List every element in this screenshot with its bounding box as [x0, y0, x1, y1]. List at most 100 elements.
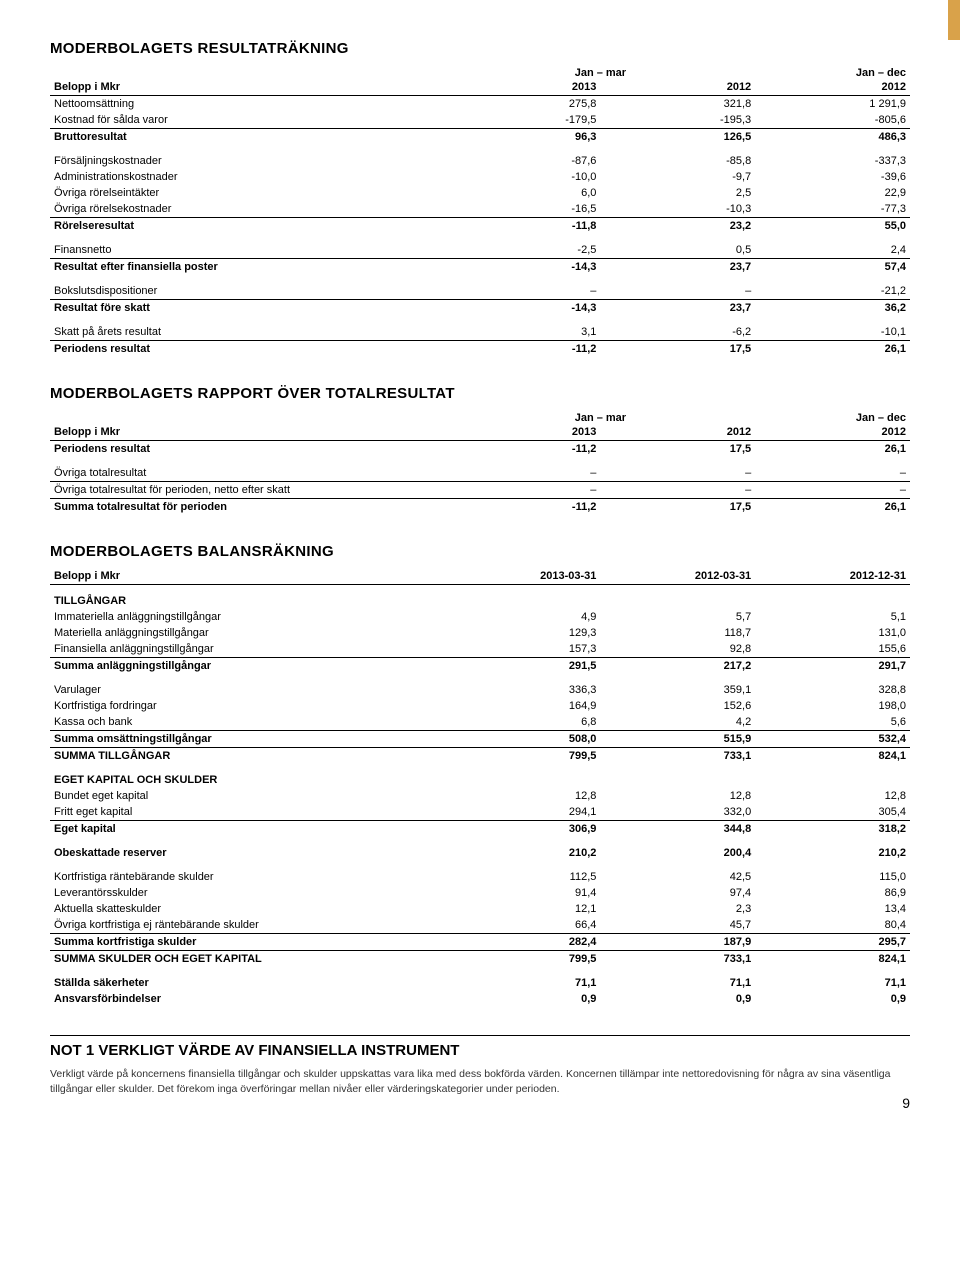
table1-period1a: Jan – mar [446, 65, 756, 79]
table-row: Rörelseresultat-11,823,255,0 [50, 218, 910, 235]
row-value: 17,5 [600, 441, 755, 458]
table2-head-y3: 2012 [755, 424, 910, 441]
table-row: Bokslutsdispositioner––-21,2 [50, 275, 910, 300]
row-value: 96,3 [446, 129, 601, 146]
table-row: Finansnetto-2,50,52,4 [50, 234, 910, 259]
row-label: Finansiella anläggningstillgångar [50, 641, 446, 658]
table2-title: MODERBOLAGETS RAPPORT ÖVER TOTALRESULTAT [50, 385, 910, 402]
row-value: – [446, 275, 601, 300]
row-value: 198,0 [755, 698, 910, 714]
row-value: -9,7 [600, 169, 755, 185]
row-label: Övriga totalresultat [50, 457, 446, 482]
row-label: Materiella anläggningstillgångar [50, 625, 446, 641]
row-value: 4,2 [600, 714, 755, 731]
row-label: Varulager [50, 674, 446, 698]
row-value: – [600, 275, 755, 300]
row-value: 129,3 [446, 625, 601, 641]
row-value: 306,9 [446, 821, 601, 838]
row-value: 23,2 [600, 218, 755, 235]
row-label: Ställda säkerheter [50, 967, 446, 991]
table-row: Leverantörsskulder91,497,486,9 [50, 885, 910, 901]
row-value: 0,9 [600, 991, 755, 1007]
row-value: 0,5 [600, 234, 755, 259]
row-label: Aktuella skatteskulder [50, 901, 446, 917]
row-value: 2,4 [755, 234, 910, 259]
row-label: Obeskattade reserver [50, 837, 446, 861]
table1-period2: Jan – dec [755, 65, 910, 79]
row-value: – [446, 482, 601, 499]
row-label: SUMMA TILLGÅNGAR [50, 748, 446, 765]
table-row: Periodens resultat-11,217,526,1 [50, 441, 910, 458]
row-value: 5,1 [755, 609, 910, 625]
row-value: 210,2 [446, 837, 601, 861]
row-value [446, 764, 601, 788]
row-value: -77,3 [755, 201, 910, 218]
row-value: – [600, 482, 755, 499]
row-value: -337,3 [755, 145, 910, 169]
row-value: -87,6 [446, 145, 601, 169]
row-label: Kortfristiga fordringar [50, 698, 446, 714]
row-value: 5,7 [600, 609, 755, 625]
row-label: Övriga rörelseintäkter [50, 185, 446, 201]
table-row: TILLGÅNGAR [50, 585, 910, 610]
row-value: -21,2 [755, 275, 910, 300]
row-label: Bruttoresultat [50, 129, 446, 146]
table-row: Eget kapital306,9344,8318,2 [50, 821, 910, 838]
table-row: Bruttoresultat96,3126,5486,3 [50, 129, 910, 146]
row-value: 12,1 [446, 901, 601, 917]
row-label: TILLGÅNGAR [50, 585, 446, 610]
row-value: 187,9 [600, 934, 755, 951]
row-value: 80,4 [755, 917, 910, 934]
row-value: -85,8 [600, 145, 755, 169]
table3-head-y1: 2013-03-31 [446, 568, 601, 585]
row-value: 17,5 [600, 341, 755, 358]
row-value: 26,1 [755, 341, 910, 358]
table3-head-y2: 2012-03-31 [600, 568, 755, 585]
row-value: 799,5 [446, 748, 601, 765]
table-row: Administrationskostnader-10,0-9,7-39,6 [50, 169, 910, 185]
row-value: 336,3 [446, 674, 601, 698]
table2-head-y2: 2012 [600, 424, 755, 441]
table-row: Kortfristiga fordringar164,9152,6198,0 [50, 698, 910, 714]
row-value: -179,5 [446, 112, 601, 129]
table-row: Finansiella anläggningstillgångar157,392… [50, 641, 910, 658]
row-value: 217,2 [600, 658, 755, 675]
page-number: 9 [902, 1095, 910, 1111]
row-value: -39,6 [755, 169, 910, 185]
row-value [600, 585, 755, 610]
table-row: Kortfristiga räntebärande skulder112,542… [50, 861, 910, 885]
row-label: Leverantörsskulder [50, 885, 446, 901]
table-row: EGET KAPITAL OCH SKULDER [50, 764, 910, 788]
row-value: 91,4 [446, 885, 601, 901]
row-value: 22,9 [755, 185, 910, 201]
row-value: 118,7 [600, 625, 755, 641]
row-value: 733,1 [600, 748, 755, 765]
row-label: Immateriella anläggningstillgångar [50, 609, 446, 625]
row-value: 86,9 [755, 885, 910, 901]
row-value: 164,9 [446, 698, 601, 714]
row-value: 55,0 [755, 218, 910, 235]
row-value: 12,8 [446, 788, 601, 804]
row-value: 515,9 [600, 731, 755, 748]
row-label: Övriga rörelsekostnader [50, 201, 446, 218]
table-row: Ansvarsförbindelser0,90,90,9 [50, 991, 910, 1007]
row-value: 799,5 [446, 951, 601, 968]
row-value: -14,3 [446, 300, 601, 317]
table-row: Immateriella anläggningstillgångar4,95,7… [50, 609, 910, 625]
row-value: -11,2 [446, 341, 601, 358]
row-label: Summa anläggningstillgångar [50, 658, 446, 675]
row-label: Kostnad för sålda varor [50, 112, 446, 129]
row-value: 6,0 [446, 185, 601, 201]
row-label: EGET KAPITAL OCH SKULDER [50, 764, 446, 788]
table-row: Övriga kortfristiga ej räntebärande skul… [50, 917, 910, 934]
row-value [755, 764, 910, 788]
table-row: Obeskattade reserver210,2200,4210,2 [50, 837, 910, 861]
row-label: Ansvarsförbindelser [50, 991, 446, 1007]
row-value: 6,8 [446, 714, 601, 731]
row-value [446, 585, 601, 610]
row-value: 23,7 [600, 300, 755, 317]
row-label: Administrationskostnader [50, 169, 446, 185]
table1-head-label: Belopp i Mkr [50, 79, 446, 96]
row-value: 126,5 [600, 129, 755, 146]
row-value: 23,7 [600, 259, 755, 276]
